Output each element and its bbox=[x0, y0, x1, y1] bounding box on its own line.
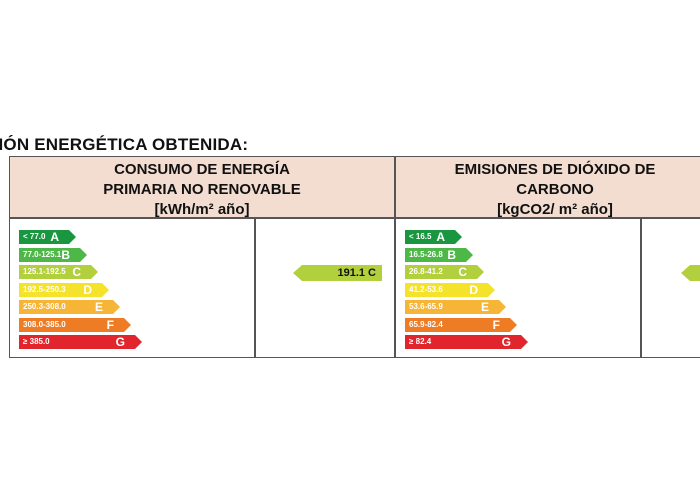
energy-rating-cell bbox=[255, 218, 395, 358]
emissions-band-letter: C bbox=[458, 265, 467, 279]
energy-header: CONSUMO DE ENERGÍA PRIMARIA NO RENOVABLE… bbox=[9, 156, 395, 218]
emissions-band-letter: D bbox=[469, 282, 478, 297]
emissions-rating-cell bbox=[641, 218, 700, 358]
emissions-band-range: 16.5-26.8 bbox=[409, 249, 443, 259]
emissions-band-range: ≥ 82.4 bbox=[409, 337, 432, 346]
energy-header-unit: [kWh/m² año] bbox=[154, 201, 250, 218]
energy-band-range: 308.0-385.0 bbox=[23, 319, 66, 329]
energy-band-a: < 77.0 A bbox=[19, 230, 76, 244]
emissions-band-d: 41.2-53.6 D bbox=[405, 282, 495, 297]
energy-band-range: 125.1-192.5 bbox=[23, 267, 66, 276]
emissions-rating-arrow bbox=[681, 265, 700, 281]
energy-band-f: 308.0-385.0 F bbox=[19, 317, 131, 332]
emissions-scale: < 16.5 A 16.5-26.8 B 26.8-41.2 C 41.2-53.6 D 53.… bbox=[395, 218, 641, 358]
energy-band-letter: D bbox=[83, 282, 92, 297]
section-title: CIÓN ENERGÉTICA OBTENIDA: bbox=[0, 135, 249, 154]
energy-band-letter: G bbox=[115, 335, 125, 349]
emissions-band-e: 53.6-65.9 E bbox=[405, 300, 506, 314]
energy-band-letter: A bbox=[50, 230, 59, 244]
emissions-band-range: 41.2-53.6 bbox=[409, 284, 443, 294]
emissions-band-g: ≥ 82.4 G bbox=[405, 335, 528, 349]
emissions-band-range: 26.8-41.2 bbox=[409, 267, 443, 276]
energy-band-letter: E bbox=[94, 300, 103, 314]
energy-band-letter: F bbox=[106, 317, 114, 332]
emissions-band-letter: F bbox=[492, 317, 500, 332]
energy-rating-arrow: 191.1 C bbox=[293, 265, 382, 281]
energy-header-line-2: PRIMARIA NO RENOVABLE bbox=[103, 181, 301, 198]
emissions-band-letter: G bbox=[501, 335, 511, 349]
emissions-band-range: 53.6-65.9 bbox=[409, 302, 443, 311]
energy-band-b: 77.0-125.1 B bbox=[19, 247, 87, 262]
emissions-band-range: < 16.5 bbox=[409, 232, 432, 241]
emissions-band-c: 26.8-41.2 C bbox=[405, 265, 484, 279]
emissions-header-line-2: CARBONO bbox=[516, 181, 594, 198]
energy-band-c: 125.1-192.5 C bbox=[19, 265, 98, 279]
energy-band-range: 77.0-125.1 bbox=[23, 249, 62, 259]
energy-header-line-1: CONSUMO DE ENERGÍA bbox=[114, 161, 290, 178]
emissions-band-a: < 16.5 A bbox=[405, 230, 462, 244]
emissions-header: EMISIONES DE DIÓXIDO DE CARBONO [kgCO2/ … bbox=[395, 156, 700, 218]
emissions-band-f: 65.9-82.4 F bbox=[405, 317, 517, 332]
emissions-header-line-1: EMISIONES DE DIÓXIDO DE bbox=[454, 161, 656, 178]
energy-band-range: 192.5-250.3 bbox=[23, 284, 66, 294]
energy-band-range: < 77.0 bbox=[23, 232, 46, 241]
energy-scale: < 77.0 A 77.0-125.1 B 125.1-192.5 C 192.5-250.… bbox=[9, 218, 255, 358]
emissions-band-letter: E bbox=[480, 300, 489, 314]
emissions-header-unit: [kgCO2/ m² año] bbox=[497, 201, 613, 218]
energy-band-letter: C bbox=[72, 265, 81, 279]
emissions-band-letter: B bbox=[447, 247, 456, 262]
energy-band-range: ≥ 385.0 bbox=[23, 337, 50, 346]
energy-band-d: 192.5-250.3 D bbox=[19, 282, 109, 297]
energy-band-e: 250.3-308.0 E bbox=[19, 300, 120, 314]
energy-band-letter: B bbox=[61, 247, 70, 262]
energy-band-range: 250.3-308.0 bbox=[23, 302, 66, 311]
emissions-band-b: 16.5-26.8 B bbox=[405, 247, 473, 262]
energy-band-g: ≥ 385.0 G bbox=[19, 335, 142, 349]
emissions-band-letter: A bbox=[436, 230, 445, 244]
emissions-band-range: 65.9-82.4 bbox=[409, 319, 443, 329]
